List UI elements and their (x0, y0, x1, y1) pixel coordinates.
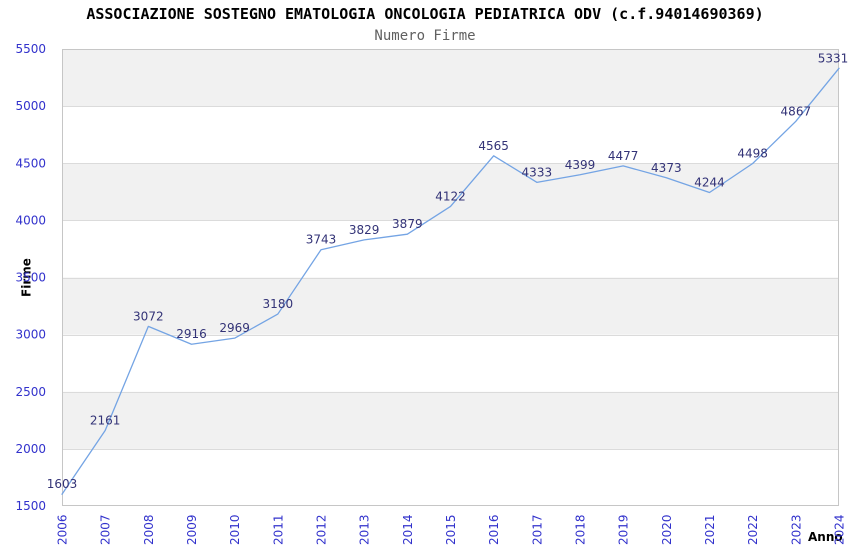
data-point-label: 4122 (435, 189, 466, 203)
chart-subtitle: Numero Firme (374, 28, 476, 44)
data-point-label: 4373 (651, 161, 682, 175)
data-point-label: 4477 (608, 149, 639, 163)
data-point-label: 1603 (47, 477, 78, 491)
x-tick-label: 2015 (444, 514, 458, 545)
x-tick-label: 2006 (56, 514, 70, 545)
data-point-label: 4333 (522, 165, 553, 179)
data-line (61, 67, 840, 495)
data-point-label: 4565 (478, 139, 509, 153)
y-tick-label: 5500 (15, 42, 46, 56)
x-tick-label: 2018 (574, 514, 588, 545)
y-tick-label: 5000 (15, 99, 46, 113)
x-axis-title: Anno (808, 530, 843, 544)
data-point-label: 2969 (219, 321, 250, 335)
chart-title: ASSOCIAZIONE SOSTEGNO EMATOLOGIA ONCOLOG… (86, 5, 764, 23)
data-point-label: 2161 (90, 413, 121, 427)
y-tick-label: 4000 (15, 213, 46, 227)
y-tick-label: 3500 (15, 271, 46, 285)
y-tick-label: 4500 (15, 156, 46, 170)
y-tick-label: 3000 (15, 328, 46, 342)
data-point-label: 5331 (818, 51, 849, 65)
x-tick-label: 2013 (358, 514, 372, 545)
data-point-label: 4244 (694, 175, 725, 189)
data-point-label: 4498 (737, 146, 768, 160)
x-tick-label: 2021 (703, 514, 717, 545)
x-tick-label: 2010 (228, 514, 242, 545)
x-tick-label: 2022 (746, 514, 760, 545)
data-point-label: 3072 (133, 309, 164, 323)
grid-band (62, 49, 839, 107)
x-tick-label: 2012 (315, 514, 329, 545)
data-point-label: 3180 (263, 297, 294, 311)
y-tick-label: 1500 (15, 499, 46, 513)
x-tick-label: 2019 (617, 514, 631, 545)
x-tick-label: 2014 (401, 514, 415, 545)
data-point-label: 2916 (176, 327, 207, 341)
x-tick-label: 2008 (142, 514, 156, 545)
grid-band (62, 391, 839, 449)
x-tick-label: 2016 (487, 514, 501, 545)
x-tick-label: 2020 (660, 514, 674, 545)
y-tick-label: 2000 (15, 442, 46, 456)
data-point-label: 3829 (349, 223, 380, 237)
data-point-label: 4399 (565, 158, 596, 172)
data-point-label: 4867 (781, 104, 812, 118)
x-tick-label: 2024 (833, 514, 847, 545)
plot-border (62, 49, 839, 506)
x-tick-label: 2023 (789, 514, 803, 545)
data-point-label: 3879 (392, 217, 423, 231)
x-tick-label: 2007 (99, 514, 113, 545)
data-point-label: 3743 (306, 233, 337, 247)
y-tick-label: 2500 (15, 385, 46, 399)
x-tick-label: 2009 (185, 514, 199, 545)
x-tick-label: 2011 (271, 514, 285, 545)
x-tick-label: 2017 (530, 514, 544, 545)
grid-band (62, 277, 839, 335)
